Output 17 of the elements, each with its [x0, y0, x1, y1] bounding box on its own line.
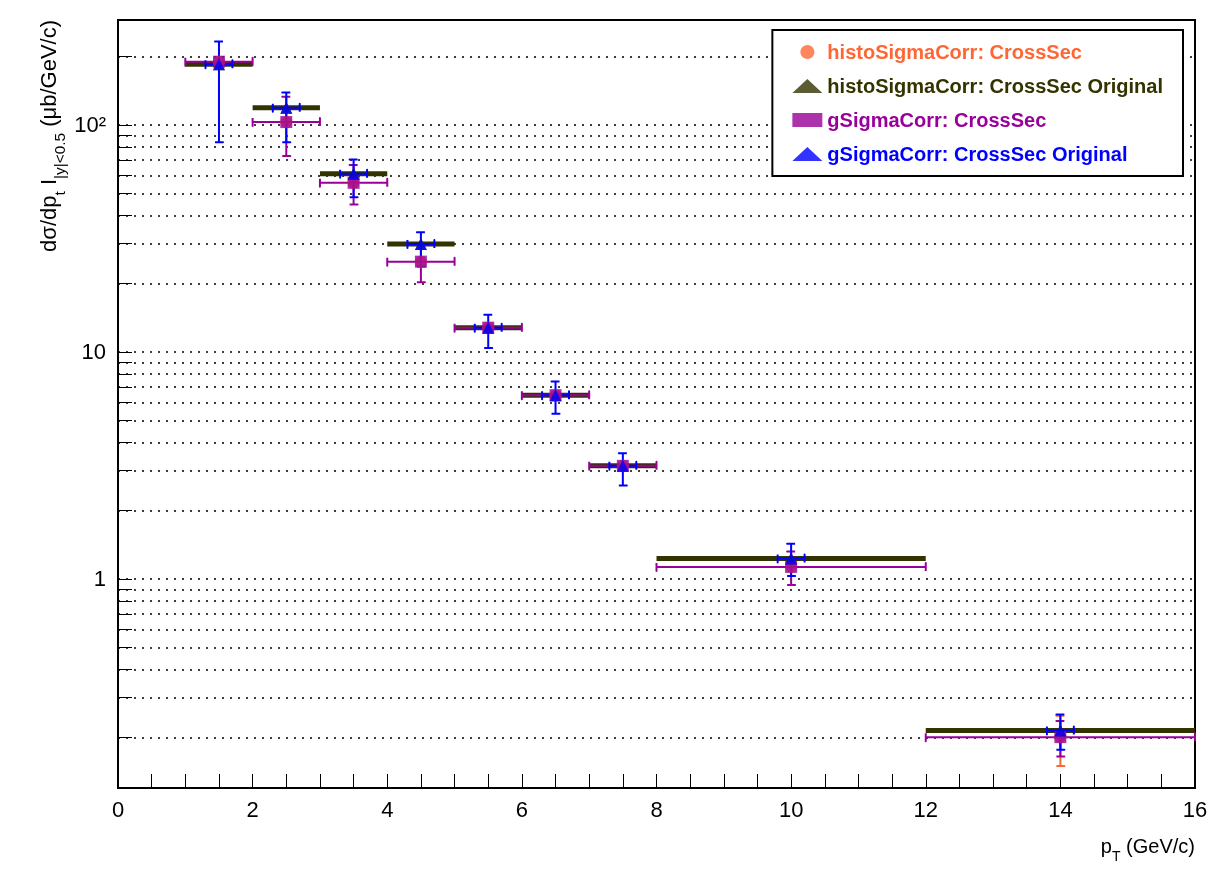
x-tick-label: 0 [111, 796, 125, 822]
y-tick-label: 1 [93, 566, 106, 592]
x-tick-label: 12 [913, 796, 938, 822]
x-tick-label: 4 [381, 796, 394, 822]
x-tick-label: 14 [1048, 796, 1073, 822]
legend-label: histoSigmaCorr: CrossSec Original [827, 75, 1164, 97]
x-tick-label: 10 [778, 796, 804, 822]
legend-label: histoSigmaCorr: CrossSec [827, 41, 1082, 63]
y-tick-label: 10 [81, 339, 106, 365]
x-tick-label: 6 [515, 796, 528, 822]
x-tick-label: 2 [246, 796, 259, 822]
legend-label: gSigmaCorr: CrossSec Original [827, 143, 1128, 165]
x-tick-label: 16 [1182, 796, 1208, 822]
x-tick-label: 8 [650, 796, 663, 822]
legend-label: gSigmaCorr: CrossSec [827, 109, 1047, 131]
y-tick-label: 10² [74, 112, 106, 138]
x-axis-title: p$_{T}$ (GeV/c) [1100, 835, 1195, 864]
